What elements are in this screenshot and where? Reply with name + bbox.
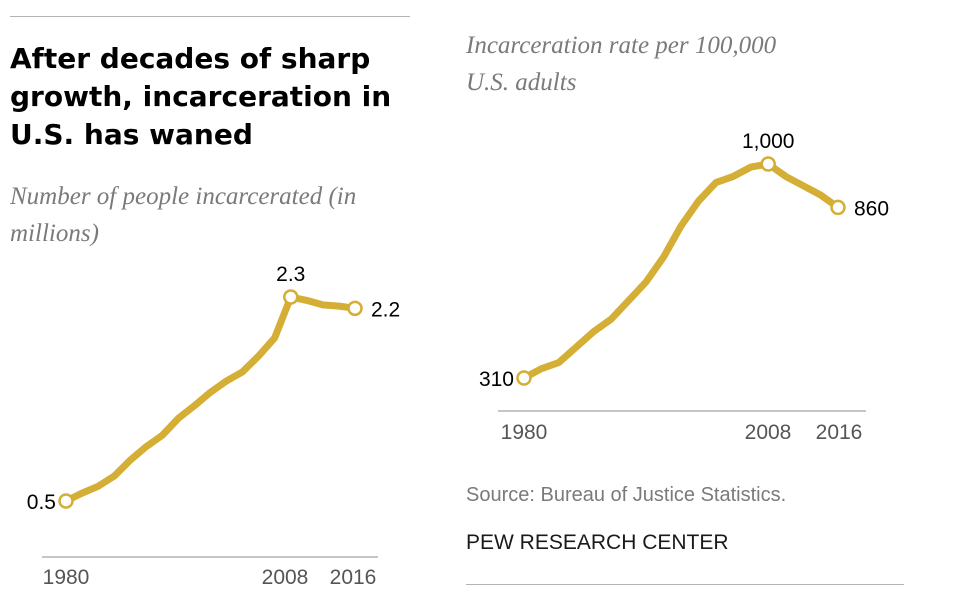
- left-data-label-2008: 2.3: [276, 263, 305, 286]
- right-x-tick-2016: 2016: [816, 421, 863, 444]
- left-series-line: [62, 293, 359, 505]
- top-rule-left: [10, 16, 410, 17]
- left-point-2008: [283, 289, 299, 305]
- right-data-label-2008: 1,000: [742, 130, 795, 153]
- left-x-tick-2016: 2016: [330, 566, 377, 589]
- left-point-1980: [58, 493, 74, 509]
- source-note: Source: Bureau of Justice Statistics.: [466, 484, 787, 506]
- left-data-label-1980: 0.5: [27, 491, 56, 514]
- right-point-2016: [830, 199, 846, 216]
- left-chart-subtitle: Number of people incarcerated (in millio…: [10, 183, 357, 247]
- brand-logo-text: PEW RESEARCH CENTER: [466, 531, 729, 554]
- left-data-label-2016: 2.2: [371, 298, 400, 321]
- bottom-rule-right: [466, 584, 904, 585]
- left-x-tick-2008: 2008: [262, 566, 309, 589]
- right-series-line: [520, 160, 842, 382]
- right-point-1980: [516, 370, 532, 386]
- right-data-label-2016: 860: [854, 197, 889, 220]
- right-point-2008: [760, 156, 776, 172]
- right-data-label-1980: 310: [479, 368, 514, 391]
- chart-title: After decades of sharp growth, incarcera…: [10, 42, 392, 151]
- left-point-2016: [347, 300, 363, 317]
- right-x-tick-1980: 1980: [501, 421, 548, 444]
- left-x-tick-1980: 1980: [43, 566, 90, 589]
- right-x-tick-2008: 2008: [745, 421, 792, 444]
- right-chart-subtitle: Incarceration rate per 100,000 U.S. adul…: [466, 32, 777, 96]
